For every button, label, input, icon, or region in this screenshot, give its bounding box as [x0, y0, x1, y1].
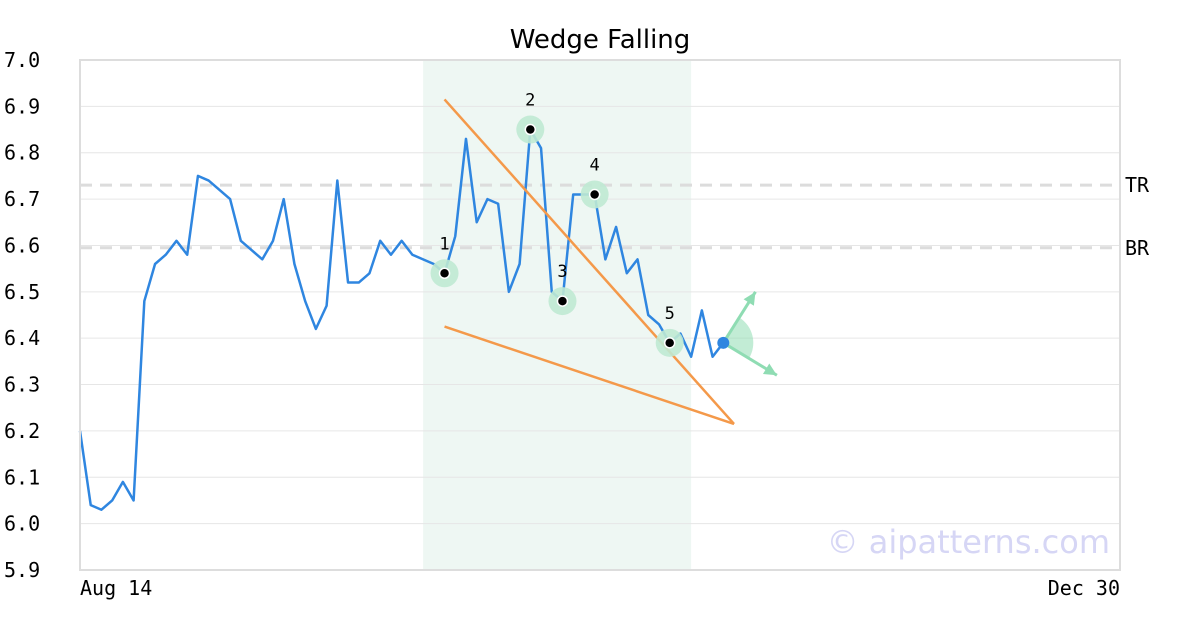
x-tick-label: Dec 30: [1048, 576, 1120, 600]
last-price-dot: [717, 336, 730, 349]
pattern-point-dot: [588, 188, 601, 201]
wedge-upper-line: [443, 98, 735, 425]
wedge-trendlines: [443, 98, 735, 426]
chart-title: Wedge Falling: [510, 25, 691, 55]
pattern-highlight-band: [423, 60, 692, 570]
pattern-point-label: 5: [665, 304, 675, 324]
projection-up-arrow-head: [743, 291, 756, 306]
x-tick-label: Aug 14: [80, 576, 152, 600]
level-label-br: BR: [1125, 236, 1150, 260]
projection-fan: [723, 317, 754, 359]
level-label-tr: TR: [1125, 173, 1150, 197]
y-tick-label: 6.0: [4, 512, 40, 536]
plot-frame: [79, 59, 1121, 571]
highlight-region: [423, 60, 692, 570]
y-tick-label: 6.1: [4, 465, 40, 489]
x-axis-ticks: Aug 14 Dec 30: [80, 576, 1120, 600]
price-line: [78, 128, 725, 511]
pattern-point-label: 4: [590, 155, 600, 175]
projection-down-arrow-head: [762, 363, 777, 376]
y-tick-label: 6.6: [4, 233, 40, 257]
pattern-point-dot: [556, 295, 569, 307]
pattern-point-markers: 1 2 3 4 5: [430, 91, 684, 357]
y-tick-label: 6.5: [4, 280, 40, 304]
y-tick-label: 6.4: [4, 326, 40, 350]
y-tick-label: 6.9: [4, 94, 40, 118]
projection-arrows: [722, 291, 778, 377]
wedge-lower-line: [444, 325, 735, 426]
y-axis-ticks: 7.0 6.9 6.8 6.7 6.6 6.5 6.4 6.3 6.2 6.1 6.0 5.9: [4, 48, 40, 582]
pattern-point-label: 1: [439, 234, 449, 254]
price-line-series: [78, 128, 730, 511]
y-tick-label: 6.3: [4, 373, 40, 397]
watermark: © aipatterns.com: [827, 523, 1110, 561]
pattern-point-dot: [663, 337, 676, 349]
pattern-point-label: 3: [557, 262, 567, 282]
y-tick-label: 5.9: [4, 558, 40, 582]
y-tick-label: 6.8: [4, 141, 40, 165]
pattern-point-label: 2: [525, 91, 535, 111]
y-tick-label: 7.0: [4, 48, 40, 72]
y-tick-label: 6.7: [4, 187, 40, 211]
pattern-point-dot: [438, 267, 451, 280]
y-tick-label: 6.2: [4, 419, 40, 443]
pattern-point-dot: [524, 123, 537, 136]
